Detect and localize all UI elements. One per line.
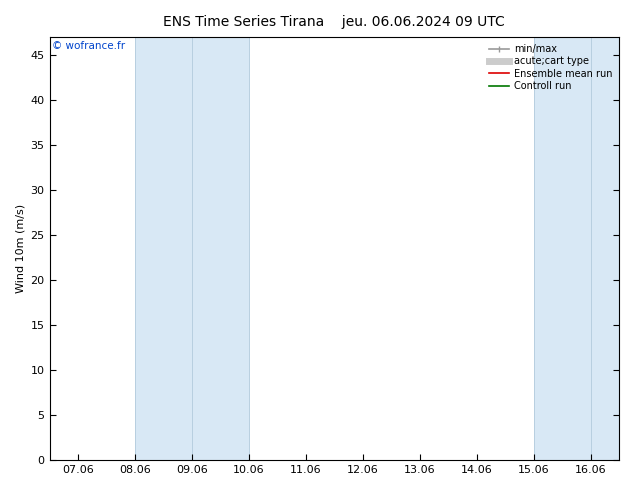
Legend: min/max, acute;cart type, Ensemble mean run, Controll run: min/max, acute;cart type, Ensemble mean … [488, 42, 614, 93]
Title: ENS Time Series Tirana    jeu. 06.06.2024 09 UTC: ENS Time Series Tirana jeu. 06.06.2024 0… [164, 15, 505, 29]
Bar [590, 37, 619, 460]
Bar [534, 37, 590, 460]
Y-axis label: Wind 10m (m/s): Wind 10m (m/s) [15, 204, 25, 293]
Text: © wofrance.fr: © wofrance.fr [53, 41, 126, 51]
Bar [135, 37, 192, 460]
Bar [192, 37, 249, 460]
